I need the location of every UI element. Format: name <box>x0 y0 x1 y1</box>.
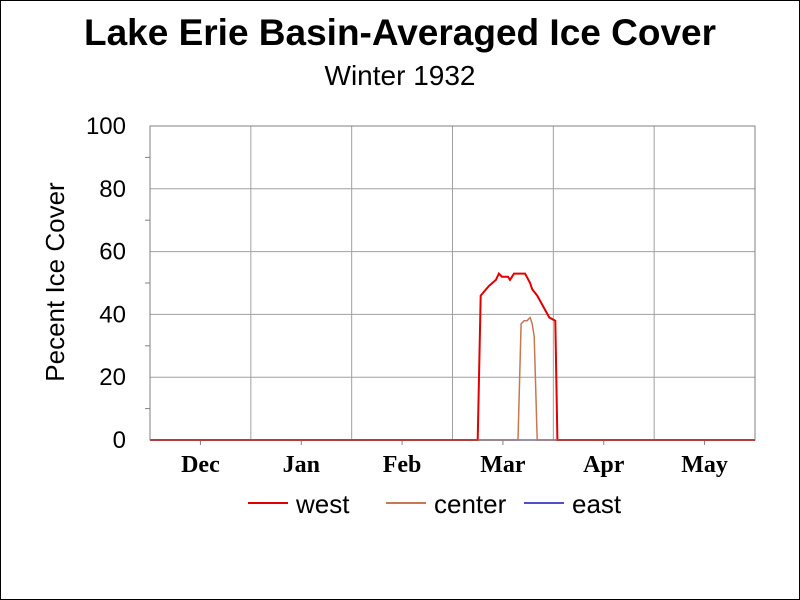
y-axis-ticks: 0 20 40 60 80 100 <box>86 113 126 454</box>
x-tick-label: Mar <box>480 452 526 478</box>
chart-subtitle: Winter 1932 <box>324 60 476 91</box>
x-tick-label: Dec <box>181 452 220 478</box>
series-line-center <box>150 316 755 441</box>
x-tick-label: Apr <box>583 452 625 478</box>
y-axis-label: Pecent Ice Cover <box>40 182 70 382</box>
x-tick-label: Feb <box>383 452 422 478</box>
plot-area-border <box>149 125 756 441</box>
x-axis-ticks: Dec Jan Feb Mar Apr May <box>181 452 728 478</box>
chart-title: Lake Erie Basin-Averaged Ice Cover <box>83 12 717 53</box>
legend-label-center: center <box>434 489 507 519</box>
series-line-west <box>150 271 755 441</box>
y-tick-label: 0 <box>113 427 126 454</box>
legend-label-east: east <box>572 489 622 519</box>
legend: west center east <box>248 489 622 519</box>
y-tick-label: 80 <box>99 176 126 203</box>
x-tick-label: Jan <box>283 452 320 478</box>
y-tick-label: 20 <box>99 364 126 391</box>
y-tick-label: 60 <box>99 239 126 266</box>
grid-lines <box>145 125 755 445</box>
x-tick-label: May <box>681 452 728 478</box>
y-tick-label: 100 <box>86 113 126 140</box>
legend-label-west: west <box>295 489 350 519</box>
y-tick-label: 40 <box>99 301 126 328</box>
